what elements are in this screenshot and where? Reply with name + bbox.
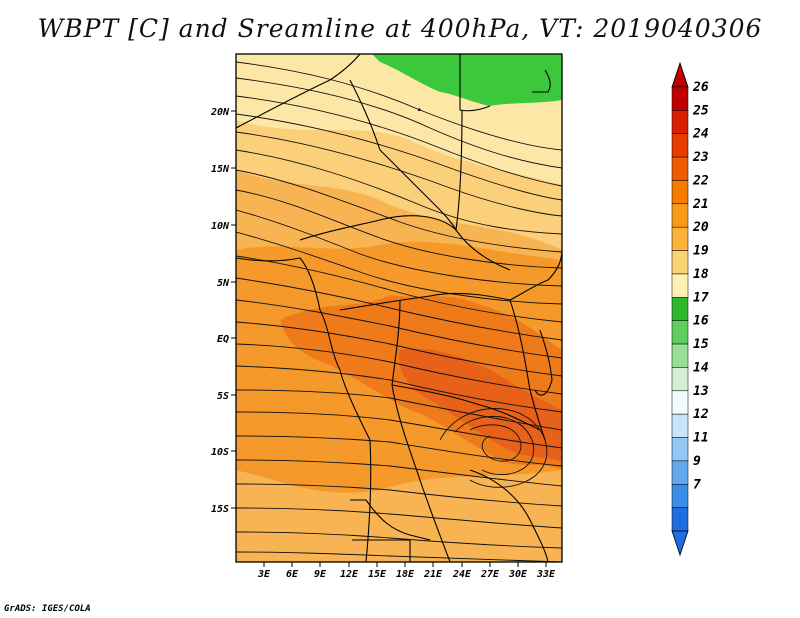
colorbar-segment <box>671 413 689 438</box>
colorbar-segment <box>671 507 689 532</box>
lon-label: 21E <box>423 569 443 580</box>
lat-labels: 20N 15N 10N 5N EQ 5S 10S 15S <box>210 107 230 515</box>
colorbar-top-arrow <box>671 61 689 88</box>
colorbar-label: 12 <box>693 407 709 422</box>
lon-labels: 3E 6E 9E 12E 15E 18E 21E 24E 27E 30E 33E <box>257 569 556 580</box>
colorbar-segment <box>671 320 689 345</box>
colorbar-label: 26 <box>692 80 709 95</box>
map-frame <box>235 53 563 563</box>
colorbar-segment <box>671 437 689 462</box>
colorbar-label: 11 <box>693 431 709 446</box>
map-panel <box>236 54 562 562</box>
colorbar-labels: 26 25 24 23 22 21 20 19 18 17 16 15 14 13 12 11 9 7 <box>692 80 709 492</box>
lon-label: 12E <box>340 569 359 580</box>
lat-label: 10S <box>211 447 229 458</box>
lon-label: 9E <box>314 569 327 580</box>
colorbar-label: 9 <box>693 454 701 469</box>
lon-label: 33E <box>536 569 556 580</box>
colorbar-label: 14 <box>693 360 709 375</box>
colorbar-label: 7 <box>693 477 701 492</box>
colorbar-segment <box>671 390 689 415</box>
country-borders <box>236 54 562 562</box>
colorbar-segment <box>671 484 689 508</box>
colorbar-segment <box>671 86 689 111</box>
colorbar-segment <box>671 367 689 392</box>
axis-ticks <box>231 110 547 567</box>
field-green-patch <box>372 54 562 106</box>
colorbar-label: 24 <box>692 127 709 142</box>
colorbar-label: 15 <box>693 337 709 352</box>
lon-label: 30E <box>508 569 528 580</box>
colorbar-label: 21 <box>692 197 709 212</box>
colorbar-segment <box>671 343 689 368</box>
colorbar-segment <box>671 203 689 228</box>
colorbar-segment <box>671 226 689 251</box>
colorbar-bottom-arrow <box>671 530 689 557</box>
colorbar-segment <box>671 297 689 321</box>
lat-label: 15N <box>211 164 230 175</box>
colorbar-segment <box>671 110 689 134</box>
colorbar-label: 18 <box>693 267 709 282</box>
lat-label: 5N <box>217 278 230 289</box>
lat-label: 20N <box>210 107 230 118</box>
colorbar-label: 17 <box>693 290 709 305</box>
map-title: WBPT [C] and Sreamline at 400hPa, VT: 20… <box>37 14 763 43</box>
colorbar-label: 20 <box>692 220 709 235</box>
colorbar-label: 23 <box>692 150 709 165</box>
colorbar-label: 19 <box>693 244 709 259</box>
lon-label: 27E <box>480 569 500 580</box>
colorbar-segment <box>671 273 689 298</box>
lon-label: 18E <box>396 569 415 580</box>
lat-label: 10N <box>211 221 230 232</box>
colorbar-label: 22 <box>692 173 709 188</box>
lat-label: EQ <box>217 334 229 345</box>
colorbar-label: 13 <box>693 384 709 399</box>
colorbar-segment <box>671 133 689 158</box>
colorbar <box>671 61 689 557</box>
colorbar-segment <box>671 460 689 485</box>
streamlines <box>236 61 562 562</box>
colorbar-segment <box>671 250 689 275</box>
colorbar-segment <box>671 180 689 205</box>
lat-label: 5S <box>217 391 229 402</box>
footer-credit: GrADS: IGES/COLA <box>4 604 91 614</box>
lon-label: 24E <box>452 569 472 580</box>
lon-label: 3E <box>257 569 271 580</box>
lon-label: 15E <box>368 569 387 580</box>
colorbar-segment <box>671 156 689 181</box>
colorbar-label: 16 <box>693 314 709 329</box>
colorbar-label: 25 <box>692 103 709 118</box>
lat-label: 15S <box>211 504 229 515</box>
lon-label: 6E <box>286 569 299 580</box>
